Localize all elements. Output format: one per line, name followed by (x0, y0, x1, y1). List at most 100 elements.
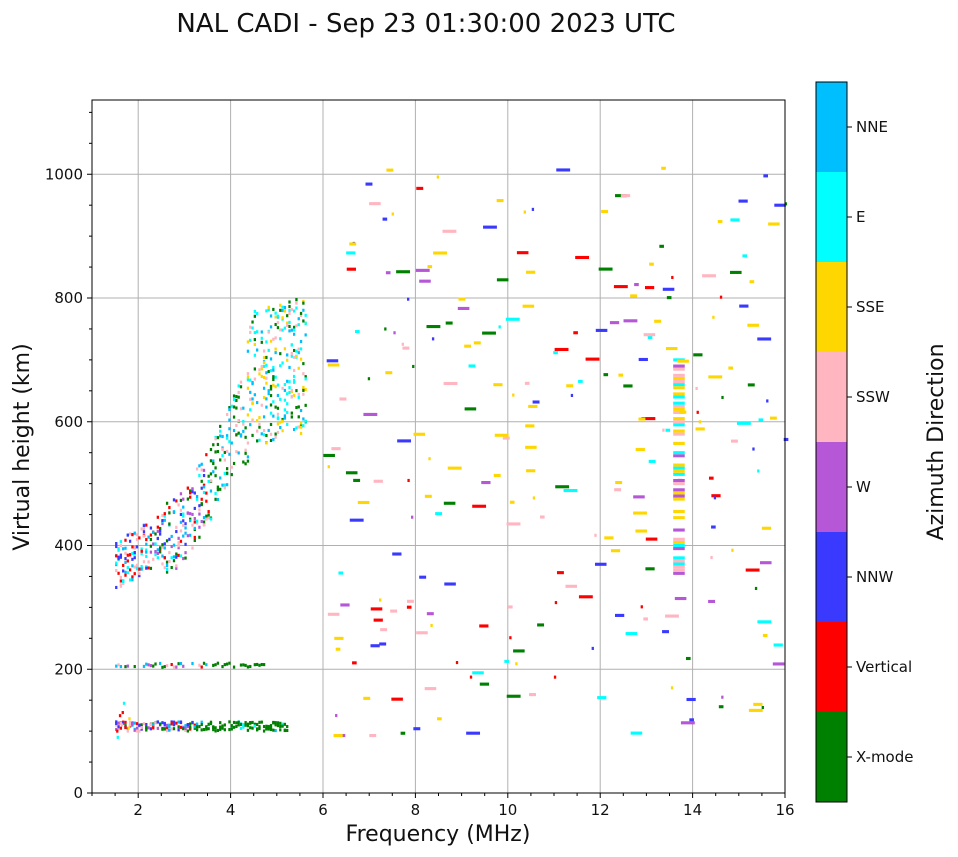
echo-mark (269, 339, 273, 343)
echo-mark (262, 663, 266, 667)
echo-mark (122, 569, 125, 573)
echo-mark (200, 486, 203, 490)
echo-mark (228, 406, 231, 410)
echo-mark (349, 518, 364, 522)
echo-mark (244, 426, 247, 430)
echo-mark (671, 275, 674, 280)
echo-mark (424, 687, 437, 691)
echo-mark (195, 519, 199, 523)
echo-mark (673, 491, 685, 495)
echo-mark (283, 416, 287, 420)
echo-mark (152, 664, 155, 668)
echo-mark (232, 394, 236, 398)
x-axis: 2 4 6 8 10 12 14 16 (91, 793, 795, 819)
echo-mark (380, 628, 388, 632)
echo-mark (239, 722, 243, 726)
echo-mark (260, 720, 263, 724)
echo-mark (145, 550, 148, 554)
echo-mark (272, 383, 275, 387)
echo-mark (133, 531, 136, 535)
echo-mark (175, 721, 178, 725)
echo-mark (242, 460, 245, 464)
echo-mark (239, 385, 243, 389)
echo-mark (216, 728, 220, 732)
echo-mark (274, 322, 277, 327)
colorbar-segment (816, 262, 847, 352)
echo-mark (522, 304, 535, 308)
echo-mark (666, 296, 672, 300)
echo-mark (281, 417, 284, 422)
echo-mark (643, 333, 656, 337)
echo-mark (191, 546, 194, 550)
echo-mark (154, 542, 157, 546)
echo-mark (122, 563, 125, 567)
echo-mark (195, 467, 199, 471)
echo-mark (237, 451, 240, 455)
echo-mark (648, 459, 656, 463)
echo-mark (216, 449, 220, 454)
echo-mark (182, 557, 185, 561)
echo-mark (179, 512, 183, 517)
echo-mark (170, 556, 173, 560)
echo-mark (262, 415, 266, 419)
echo-mark (299, 311, 303, 315)
echo-mark (334, 636, 344, 640)
echo-mark (673, 376, 685, 380)
echo-mark (283, 388, 287, 392)
echo-mark (251, 320, 254, 324)
echo-mark (207, 479, 210, 483)
echo-mark (163, 542, 166, 546)
echo-mark (665, 614, 679, 618)
echo-mark (613, 285, 628, 289)
echo-mark (189, 722, 192, 726)
echo-mark (563, 488, 578, 493)
echo-mark (267, 392, 270, 396)
echo-mark (762, 633, 768, 638)
echo-mark (170, 662, 173, 667)
echo-mark (246, 372, 250, 376)
echo-mark (391, 697, 403, 701)
echo-mark (426, 325, 441, 329)
echo-mark (274, 336, 277, 340)
echo-mark (207, 722, 210, 726)
echo-mark (286, 323, 289, 328)
echo-mark (221, 454, 224, 458)
echo-mark (406, 599, 414, 603)
echo-mark (115, 727, 118, 732)
echo-mark (115, 664, 118, 668)
echo-mark (140, 564, 143, 569)
echo-mark (156, 515, 159, 519)
echo-mark (186, 497, 190, 501)
echo-mark (214, 663, 217, 667)
echo-mark (219, 487, 222, 491)
echo-mark (170, 566, 173, 570)
echo-mark (216, 436, 220, 440)
echo-mark (286, 379, 289, 383)
echo-mark (216, 488, 220, 492)
echo-mark (369, 733, 377, 738)
echo-mark (721, 395, 724, 400)
echo-mark (223, 450, 226, 454)
echo-mark (302, 319, 305, 323)
echo-mark (327, 363, 340, 367)
echo-mark (122, 579, 125, 583)
echo-mark (673, 543, 685, 548)
echo-mark (769, 416, 777, 420)
echo-mark (235, 406, 238, 410)
echo-mark (225, 483, 229, 487)
echo-mark (189, 495, 192, 499)
echo-mark (357, 500, 370, 505)
echo-mark (244, 723, 247, 727)
echo-mark (126, 533, 129, 537)
echo-mark (163, 665, 166, 669)
echo-mark (133, 721, 136, 725)
echo-mark (237, 384, 240, 388)
echo-mark (281, 305, 284, 309)
echo-mark (673, 472, 685, 476)
echo-mark (228, 427, 231, 431)
echo-mark (279, 420, 282, 424)
echo-mark (323, 453, 335, 457)
echo-mark (283, 383, 287, 387)
echo-mark (182, 512, 185, 516)
echo-mark (225, 449, 229, 454)
